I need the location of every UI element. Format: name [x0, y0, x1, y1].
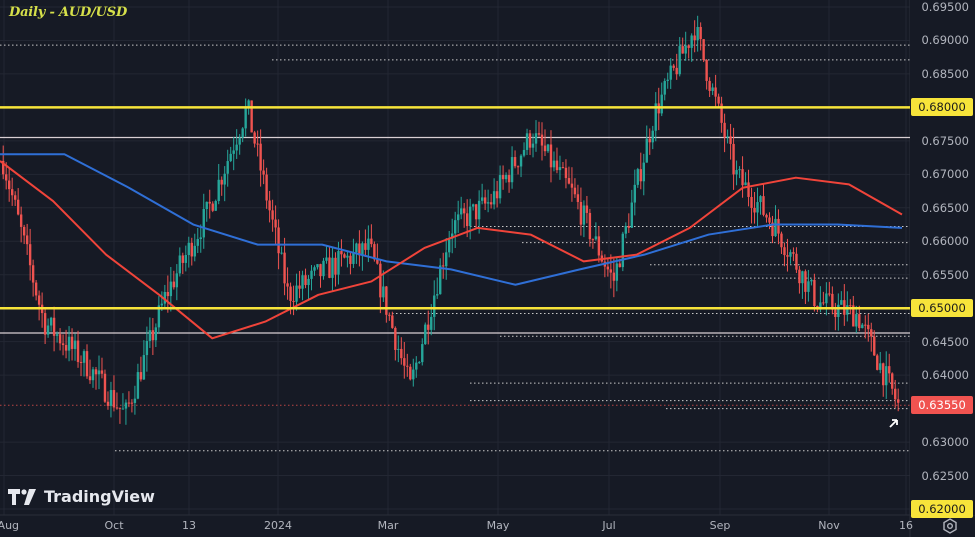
key-level-badge: 0.65000 — [911, 299, 973, 318]
price-tick: 0.66000 — [921, 234, 969, 249]
time-tick: Jul — [602, 519, 616, 532]
price-tick: 0.67500 — [921, 133, 969, 148]
sma-red-line — [0, 160, 903, 340]
candles — [2, 15, 900, 425]
tradingview-logo-icon — [8, 488, 36, 505]
time-tick: Sep — [709, 519, 731, 532]
time-tick: Mar — [377, 519, 399, 532]
time-tick: 16 — [899, 519, 913, 532]
price-tick: 0.69000 — [921, 33, 969, 48]
time-tick: Aug — [0, 519, 20, 532]
settings-hex-icon[interactable] — [942, 518, 958, 534]
chart-title: Daily - AUD/USD — [9, 5, 128, 20]
time-tick: Nov — [818, 519, 840, 532]
time-tick: 13 — [182, 519, 196, 532]
price-tick: 0.62500 — [921, 468, 969, 483]
tradingview-logo[interactable]: TradingView — [8, 487, 155, 506]
price-axis[interactable]: 0.69500 0.69000 0.68500 0.67500 0.67000 0.665… — [910, 0, 975, 515]
price-tick: 0.65500 — [921, 267, 969, 282]
logo-text: TradingView — [44, 487, 155, 506]
time-tick: May — [486, 519, 510, 532]
price-tick: 0.63000 — [921, 435, 969, 450]
price-tick: 0.66500 — [921, 200, 969, 215]
price-tick: 0.69500 — [921, 0, 969, 14]
key-level-badge: 0.62000 — [911, 500, 973, 518]
key-level-badge: 0.68000 — [911, 98, 973, 117]
time-axis[interactable]: Aug Oct 13 2024 Mar May Jul Sep Nov 16 — [0, 515, 913, 537]
last-price-badge: 0.63550 — [911, 396, 973, 415]
time-tick: 2024 — [264, 519, 292, 532]
time-tick: Oct — [104, 519, 124, 532]
price-tick: 0.64000 — [921, 368, 969, 383]
sma-blue-line — [0, 153, 903, 286]
grid — [0, 0, 910, 515]
price-tick: 0.68500 — [921, 66, 969, 81]
price-tick: 0.64500 — [921, 334, 969, 349]
cursor-arrow-icon — [889, 419, 898, 428]
price-tick: 0.67000 — [921, 167, 969, 182]
